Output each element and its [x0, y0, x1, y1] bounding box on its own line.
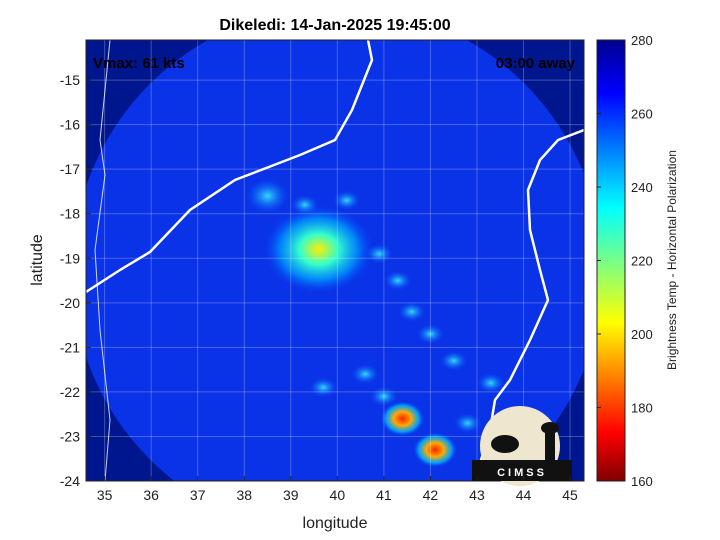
- x-tick-label: 44: [516, 487, 532, 503]
- x-tick-label: 37: [190, 487, 206, 503]
- y-tick-label: -24: [60, 473, 80, 489]
- y-tick-label: -23: [60, 428, 80, 444]
- storm-feature: [380, 401, 425, 437]
- grid-lines: [86, 40, 584, 481]
- convective-cell: [369, 386, 398, 407]
- colorbar: [596, 39, 626, 482]
- convective-cell: [453, 413, 482, 434]
- storm-feature: [245, 178, 290, 214]
- colorbar-tick-label: 160: [631, 474, 653, 489]
- convective-cell: [365, 243, 394, 264]
- y-axis: -15 -16 -17 -18 -19 -20 -21 -22 -23 -24: [60, 72, 91, 489]
- logo-text: CIMSS: [497, 467, 547, 479]
- y-tick-label: -21: [60, 339, 80, 355]
- border-line: [94, 40, 111, 481]
- y-axis-label: latitude: [29, 234, 46, 286]
- x-tick-label: 42: [423, 487, 439, 503]
- colorbar-label: Brightness Temp - Horizontal Polarizatio…: [665, 150, 679, 370]
- y-tick-label: -19: [60, 250, 80, 266]
- vmax-label: Vmax: 61 kts: [93, 55, 185, 72]
- convective-cell: [309, 377, 338, 398]
- x-tick-label: 35: [97, 487, 113, 503]
- y-tick-label: -18: [60, 206, 80, 222]
- y-tick-label: -22: [60, 384, 80, 400]
- x-axis-label: longitude: [303, 515, 368, 532]
- water-tower-icon: [545, 428, 555, 460]
- x-tick-label: 36: [143, 487, 159, 503]
- colorbar-ticks: 280 260 240 220 200 180 160: [597, 33, 653, 489]
- y-tick-label: -16: [60, 117, 80, 133]
- satellite-dish-icon: [491, 435, 519, 453]
- convective-cell: [476, 373, 505, 393]
- time-away-label: 03:00 away: [496, 55, 576, 72]
- x-tick-label: 41: [376, 487, 392, 503]
- x-tick-label: 39: [283, 487, 299, 503]
- colorbar-tick-label: 260: [631, 107, 653, 122]
- storm-feature: [263, 205, 374, 294]
- x-tick-label: 40: [330, 487, 346, 503]
- cimss-logo: CIMSS: [472, 406, 572, 486]
- x-tick-label: 45: [562, 487, 578, 503]
- colorbar-tick-label: 200: [631, 327, 653, 342]
- x-tick-label: 43: [469, 487, 485, 503]
- y-tick-label: -17: [60, 161, 80, 177]
- convective-cell: [383, 270, 412, 291]
- colorbar-tick-label: 240: [631, 180, 653, 195]
- convective-cell: [397, 301, 426, 322]
- chart-title: Dikeledi: 14-Jan-2025 19:45:00: [219, 17, 450, 34]
- convective-cell: [416, 324, 445, 344]
- colorbar-tick-label: 220: [631, 254, 653, 269]
- convective-cell: [290, 194, 319, 215]
- coastline-mozambique: [86, 40, 374, 294]
- convective-cell: [351, 364, 380, 385]
- x-tick-label: 38: [236, 487, 252, 503]
- storm-features: [245, 178, 505, 468]
- y-tick-label: -20: [60, 295, 80, 311]
- convective-cell: [332, 190, 361, 211]
- y-tick-label: -15: [60, 72, 80, 88]
- plot-area: [86, 40, 584, 481]
- plot-frame: [85, 39, 585, 482]
- x-axis: 35 36 37 38 39 40 41 42 43 44 45: [97, 476, 578, 503]
- colorbar-tick-label: 180: [631, 401, 653, 416]
- convective-cell: [439, 350, 468, 371]
- storm-feature: [413, 432, 458, 468]
- colorbar-tick-label: 280: [631, 33, 653, 48]
